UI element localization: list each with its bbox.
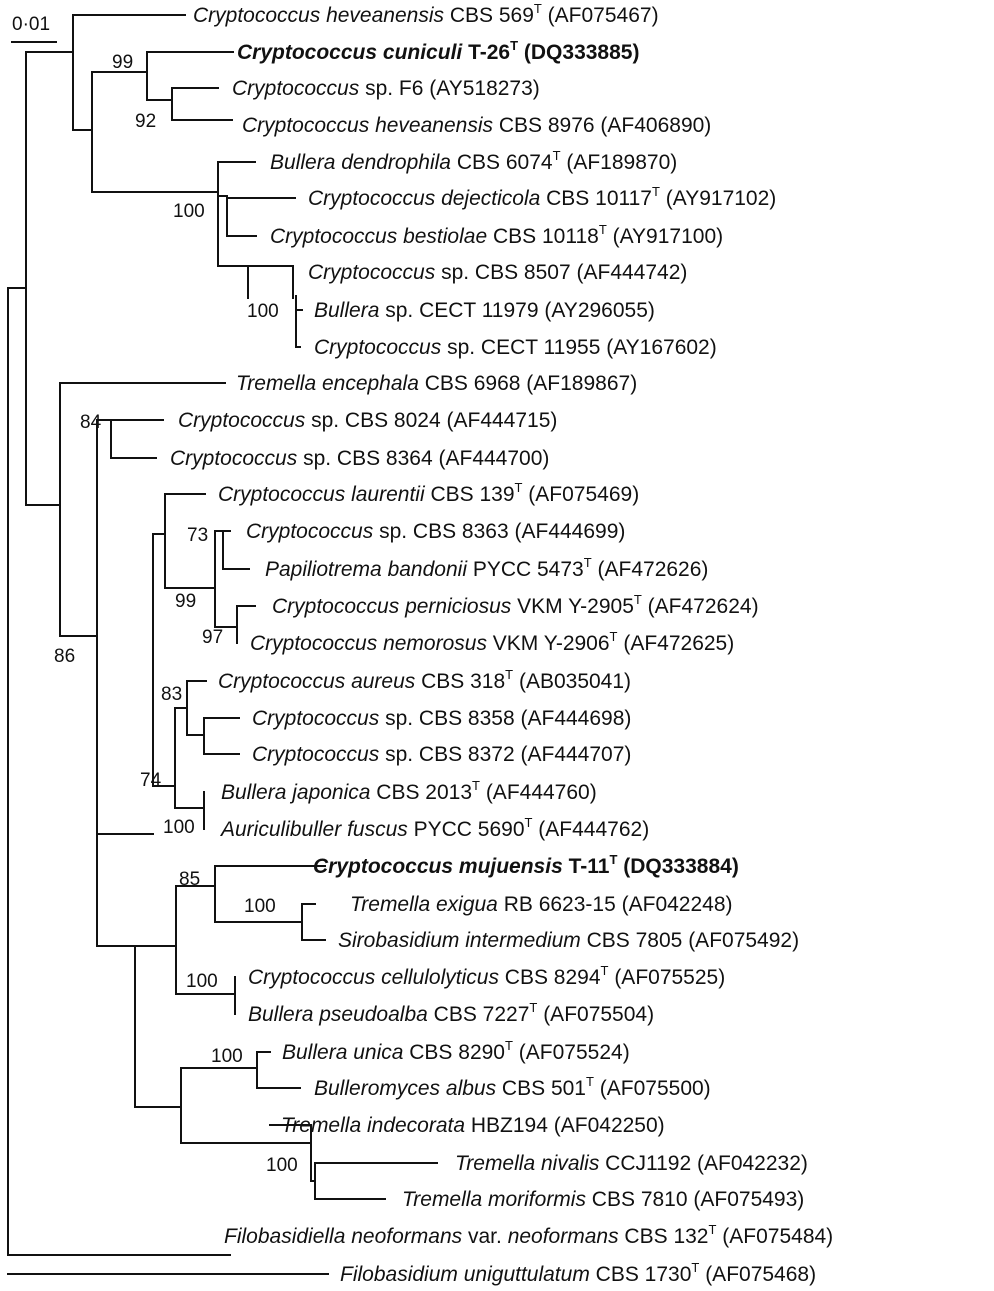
tree-branch bbox=[174, 707, 188, 809]
tree-branch bbox=[171, 87, 233, 121]
taxon-label: Cryptococcus sp. CBS 8024 (AF444715) bbox=[178, 409, 557, 432]
tree-branch bbox=[301, 903, 326, 941]
tree-branch bbox=[7, 51, 61, 506]
bootstrap-value: 100 bbox=[211, 1046, 243, 1067]
tree-branch bbox=[292, 265, 303, 348]
tree-branch bbox=[222, 530, 250, 570]
taxon-label: Cryptococcus nemorosus VKM Y-2906T (AF47… bbox=[250, 629, 734, 655]
tree-branch bbox=[152, 533, 176, 787]
taxon-label: Cryptococcus cuniculi T-26T (DQ333885) bbox=[237, 38, 639, 64]
tree-branch bbox=[134, 945, 177, 1108]
tree-branch bbox=[146, 51, 234, 101]
tree-branch bbox=[203, 717, 240, 755]
tree-branch bbox=[175, 885, 236, 995]
tree-branch bbox=[164, 493, 216, 589]
scale-bar-label: 0·01 bbox=[12, 14, 50, 35]
taxon-label: Cryptococcus sp. CBS 8358 (AF444698) bbox=[252, 707, 631, 730]
tree-branch bbox=[186, 680, 207, 736]
taxon-label: Cryptococcus aureus CBS 318T (AB035041) bbox=[218, 667, 631, 693]
taxon-label: Cryptococcus sp. CBS 8507 (AF444742) bbox=[308, 261, 687, 284]
taxon-label: Cryptococcus perniciosus VKM Y-2905T (AF… bbox=[272, 592, 759, 618]
tree-branch bbox=[110, 419, 164, 459]
bootstrap-value: 74 bbox=[140, 770, 162, 791]
bootstrap-value: 92 bbox=[135, 111, 156, 132]
tree-branch bbox=[314, 1162, 438, 1200]
bootstrap-value: 99 bbox=[175, 591, 196, 612]
taxon-label: Bullera sp. CECT 11979 (AY296055) bbox=[314, 299, 655, 322]
tree-branch bbox=[7, 287, 329, 1275]
taxon-label: Cryptococcus sp. F6 (AY518273) bbox=[232, 77, 540, 100]
taxon-label: Cryptococcus sp. CBS 8364 (AF444700) bbox=[170, 447, 549, 470]
tree-branch bbox=[134, 1067, 312, 1144]
bootstrap-value: 100 bbox=[186, 971, 218, 992]
bootstrap-value: 86 bbox=[54, 646, 75, 667]
taxon-label: Tremella indecorata HBZ194 (AF042250) bbox=[281, 1114, 665, 1137]
taxon-label: Sirobasidium intermedium CBS 7805 (AF075… bbox=[338, 929, 799, 952]
taxon-label: Tremella exigua RB 6623-15 (AF042248) bbox=[350, 893, 733, 916]
taxon-label: Cryptococcus mujuensis T-11T (DQ333884) bbox=[313, 852, 739, 878]
tree-branch bbox=[96, 419, 112, 835]
bootstrap-value: 100 bbox=[247, 301, 279, 322]
taxon-label: Papiliotrema bandonii PYCC 5473T (AF4726… bbox=[265, 555, 708, 581]
bootstrap-value: 85 bbox=[179, 869, 200, 890]
tree-branch bbox=[226, 197, 296, 237]
tree-branch bbox=[214, 530, 238, 628]
tree-branch bbox=[91, 71, 219, 193]
taxon-label: Cryptococcus cellulolyticus CBS 8294T (A… bbox=[248, 963, 725, 989]
tree-branch bbox=[217, 161, 256, 267]
bootstrap-value: 100 bbox=[173, 201, 205, 222]
bootstrap-values: 99 92 100 100 84 73 99 97 86 83 74 100 85 100 100 100 10… bbox=[54, 52, 298, 1176]
taxon-label: Cryptococcus sp. CECT 11955 (AY167602) bbox=[314, 336, 717, 359]
taxon-label: Cryptococcus sp. CBS 8363 (AF444699) bbox=[246, 520, 625, 543]
bootstrap-value: 100 bbox=[163, 817, 195, 838]
tree-branches bbox=[7, 14, 438, 1275]
bootstrap-value: 83 bbox=[161, 684, 182, 705]
taxon-label: Tremella encephala CBS 6968 (AF189867) bbox=[236, 372, 637, 395]
taxon-label: Cryptococcus bestiolae CBS 10118T (AY917… bbox=[270, 222, 723, 248]
bootstrap-value: 100 bbox=[244, 896, 276, 917]
taxon-labels: Cryptococcus heveanensis CBS 569T (AF075… bbox=[170, 1, 833, 1286]
tree-branch bbox=[247, 265, 294, 299]
taxon-label: Cryptococcus heveanensis CBS 8976 (AF406… bbox=[242, 114, 711, 137]
taxon-label: Cryptococcus laurentii CBS 139T (AF07546… bbox=[218, 480, 639, 506]
taxon-label: Tremella moriformis CBS 7810 (AF075493) bbox=[402, 1188, 804, 1211]
tree-branch bbox=[25, 14, 186, 131]
taxon-label: Cryptococcus dejecticola CBS 10117T (AY9… bbox=[308, 184, 776, 210]
bootstrap-value: 99 bbox=[112, 52, 133, 73]
tree-branch bbox=[236, 605, 256, 644]
taxon-label: Filobasidiella neoformans var. neoforman… bbox=[224, 1222, 833, 1248]
bootstrap-value: 97 bbox=[202, 627, 223, 648]
tree-branch bbox=[174, 791, 205, 830]
taxon-label: Bullera pseudoalba CBS 7227T (AF075504) bbox=[248, 1000, 654, 1026]
bootstrap-value: 84 bbox=[80, 412, 102, 433]
bootstrap-value: 100 bbox=[266, 1155, 298, 1176]
taxon-label: Cryptococcus sp. CBS 8372 (AF444707) bbox=[252, 743, 631, 766]
taxon-label: Bullera japonica CBS 2013T (AF444760) bbox=[221, 778, 597, 804]
tree-branch bbox=[256, 1051, 301, 1089]
tree-branch bbox=[214, 865, 326, 923]
taxon-label: Cryptococcus heveanensis CBS 569T (AF075… bbox=[193, 1, 659, 27]
taxon-label: Tremella nivalis CCJ1192 (AF042232) bbox=[455, 1152, 808, 1175]
taxon-label: Bullera unica CBS 8290T (AF075524) bbox=[282, 1038, 630, 1064]
bootstrap-value: 73 bbox=[187, 525, 208, 546]
taxon-label: Bullera dendrophila CBS 6074T (AF189870) bbox=[270, 148, 677, 174]
taxon-label: Bulleromyces albus CBS 501T (AF075500) bbox=[314, 1074, 711, 1100]
scale-bar: 0·01 bbox=[11, 14, 57, 43]
tree-branch bbox=[96, 833, 136, 947]
taxon-label: Filobasidium uniguttulatum CBS 1730T (AF… bbox=[340, 1260, 816, 1286]
tree-branch bbox=[59, 382, 226, 637]
taxon-label: Auriculibuller fuscus PYCC 5690T (AF4447… bbox=[219, 815, 649, 841]
